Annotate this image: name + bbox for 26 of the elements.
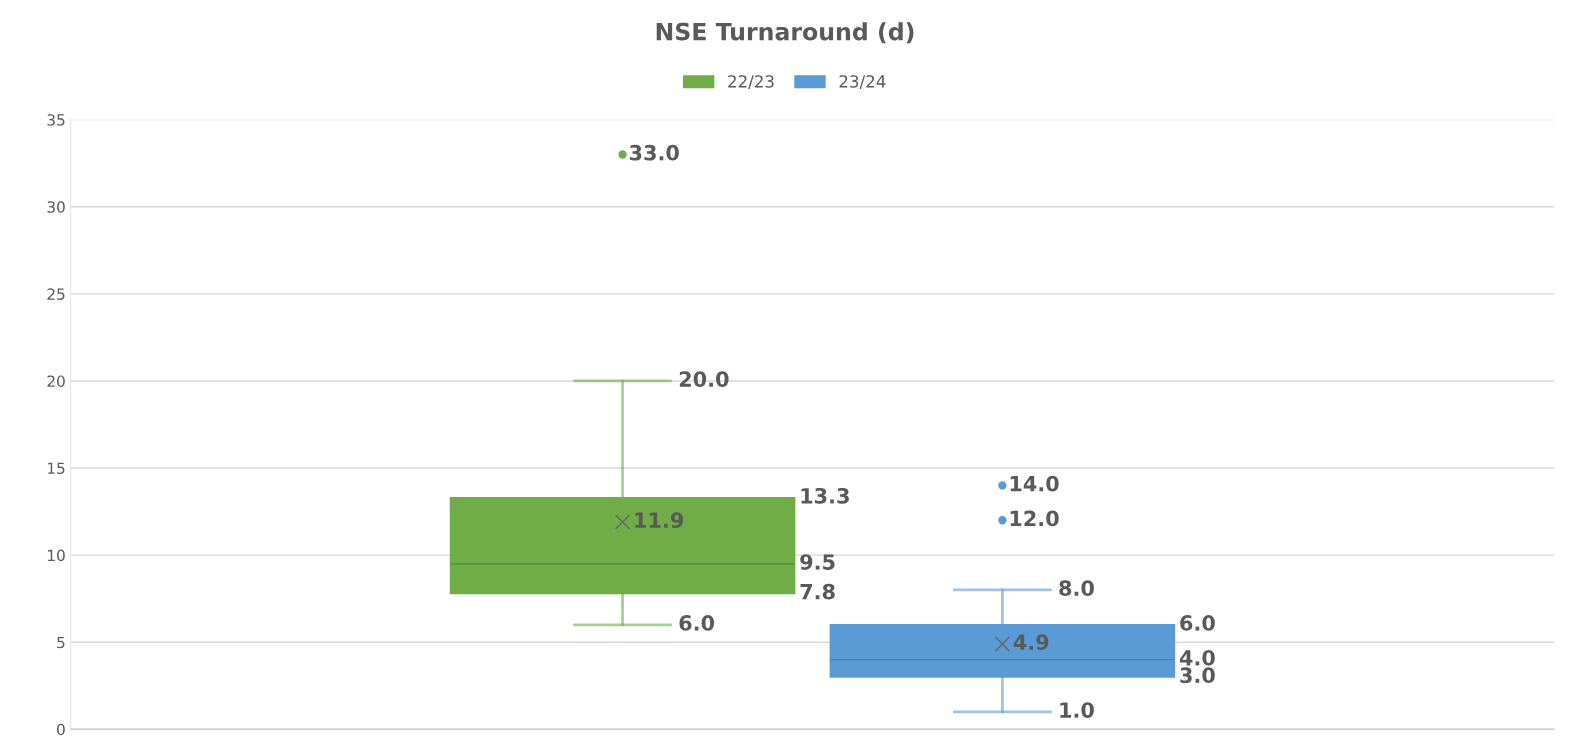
y-tick-label: 10 <box>48 549 65 562</box>
y-tick-label: 5 <box>57 636 65 649</box>
text: 33.0 <box>629 144 679 161</box>
y-tick-label: 20 <box>47 375 65 387</box>
text: 13.3 <box>801 487 849 504</box>
legend-label: 23/24 <box>839 75 886 90</box>
y-tick-label: 35 <box>47 114 65 126</box>
y-tick-label: 15 <box>48 462 65 475</box>
text: 9.5 <box>800 554 835 570</box>
text: 1.0 <box>1060 702 1094 718</box>
text: 20.0 <box>679 371 729 387</box>
chart-title: NSE Turnaround (d) <box>656 22 914 44</box>
y-tick-label: 30 <box>47 201 65 213</box>
legend-label: 22/23 <box>728 75 774 90</box>
text: 8.0 <box>1059 580 1094 596</box>
text: 4.9 <box>1013 634 1049 650</box>
text: 4.0 <box>1179 649 1215 666</box>
text: 7.8 <box>800 583 835 600</box>
text: 3.0 <box>1180 667 1215 684</box>
y-tick-label: 25 <box>47 288 65 300</box>
text: 6.0 <box>1180 615 1215 631</box>
text: 12.0 <box>1010 510 1059 527</box>
text: 11.9 <box>635 512 684 529</box>
text: 14.0 <box>1010 475 1059 492</box>
y-tick-label: 0 <box>57 723 65 736</box>
text: 6.0 <box>679 615 715 631</box>
